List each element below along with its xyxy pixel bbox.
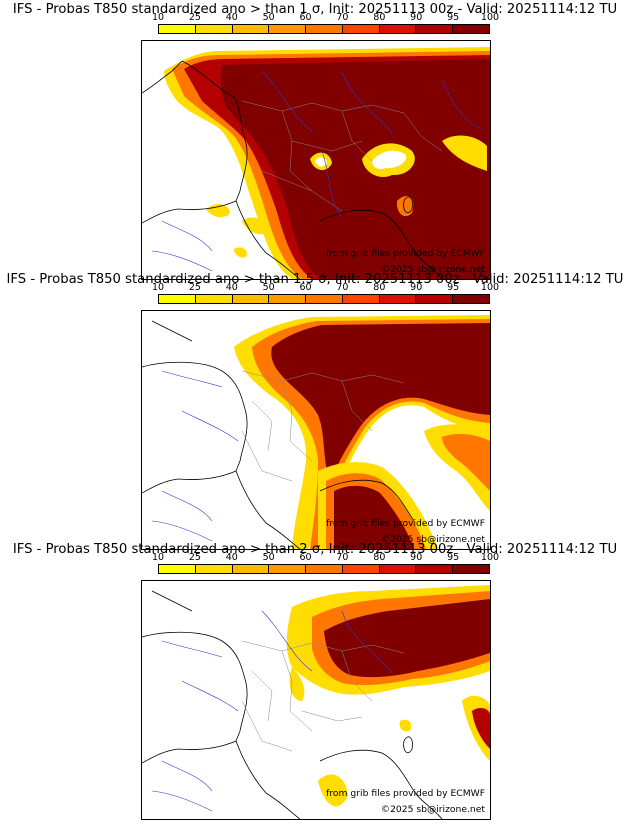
colorbar-tick-label: 100 xyxy=(480,12,500,23)
colorbar xyxy=(158,564,490,574)
colorbar-tick-label: 50 xyxy=(262,282,275,293)
colorbar-segment xyxy=(194,295,232,303)
colorbar-segment xyxy=(268,295,306,303)
credit-grib: from grib files provided by ECMWF xyxy=(326,248,485,259)
colorbar xyxy=(158,24,490,34)
colorbar-segment xyxy=(378,565,416,573)
colorbar-tick-label: 70 xyxy=(336,282,349,293)
colorbar-segment xyxy=(159,25,195,33)
colorbar-tick-label: 10 xyxy=(151,12,165,23)
colorbar-tick-label: 25 xyxy=(188,552,201,563)
colorbar-tick-label: 90 xyxy=(410,552,423,563)
colorbar-tick-label: 80 xyxy=(373,12,386,23)
panel-title: IFS - Probas T850 standardized ano > tha… xyxy=(12,2,618,17)
colorbar-tick-label: 60 xyxy=(299,12,312,23)
probability-map: from grib files provided by ECMWF ©2025 … xyxy=(141,310,491,550)
credit-copyright: ©2025 sb@irizone.net xyxy=(380,804,485,815)
map-svg xyxy=(142,47,490,279)
colorbar-tick-label: 100 xyxy=(480,282,500,293)
colorbar-segment xyxy=(305,565,342,573)
colorbar-tick-label: 80 xyxy=(373,282,386,293)
colorbar-segment xyxy=(231,25,269,33)
colorbar-segment xyxy=(159,295,195,303)
credit-copyright: ©2025 sb@irizone.net xyxy=(380,264,485,275)
colorbar-tick-label: 25 xyxy=(188,282,201,293)
colorbar-tick-label: 40 xyxy=(225,12,238,23)
probability-map: from grib files provided by ECMWF ©2025 … xyxy=(141,580,491,820)
colorbar-tick-label: 10 xyxy=(151,552,165,563)
colorbar-tick-label: 95 xyxy=(447,282,460,293)
panel-title: IFS - Probas T850 standardized ano > tha… xyxy=(12,542,618,557)
colorbar-tick-label: 25 xyxy=(188,12,201,23)
colorbar-tick-label: 50 xyxy=(262,12,275,23)
colorbar-segment xyxy=(415,295,453,303)
colorbar-segment xyxy=(305,25,342,33)
colorbar-ticks: 10 25 40 50 60 70 80 90 95 100 xyxy=(152,12,499,25)
colorbar-segment xyxy=(341,25,379,33)
colorbar-segment xyxy=(305,295,342,303)
colorbar-segment xyxy=(231,565,269,573)
colorbar-segment xyxy=(159,565,195,573)
colorbar-segment xyxy=(452,25,490,33)
colorbar-tick-label: 100 xyxy=(480,552,500,563)
credit-grib: from grib files provided by ECMWF xyxy=(326,788,485,799)
probability-map: from grib files provided by ECMWF ©2025 … xyxy=(141,40,491,280)
colorbar xyxy=(158,294,490,304)
colorbar-ticks: 10 25 40 50 60 70 80 90 95 100 xyxy=(152,282,499,295)
colorbar-segment xyxy=(452,295,490,303)
colorbar-segment xyxy=(415,25,453,33)
colorbar-tick-label: 40 xyxy=(225,282,238,293)
colorbar-tick-label: 70 xyxy=(336,552,349,563)
colorbar-ticks: 10 25 40 50 60 70 80 90 95 100 xyxy=(152,552,499,565)
colorbar-tick-label: 90 xyxy=(410,12,423,23)
colorbar-segment xyxy=(415,565,453,573)
map-svg xyxy=(142,315,490,549)
colorbar-tick-label: 40 xyxy=(225,552,238,563)
credit-copyright: ©2025 sb@irizone.net xyxy=(380,534,485,545)
panel-1: IFS - Probas T850 standardized ano > tha… xyxy=(0,2,630,280)
colorbar-segment xyxy=(268,565,306,573)
colorbar-segment xyxy=(378,25,416,33)
colorbar-tick-label: 10 xyxy=(151,282,165,293)
panel-3: IFS - Probas T850 standardized ano > tha… xyxy=(0,542,630,820)
colorbar-segment xyxy=(231,295,269,303)
colorbar-segment xyxy=(341,565,379,573)
colorbar-tick-label: 95 xyxy=(447,552,460,563)
colorbar-tick-label: 95 xyxy=(447,12,460,23)
colorbar-tick-label: 50 xyxy=(262,552,275,563)
credit-grib: from grib files provided by ECMWF xyxy=(326,518,485,529)
colorbar-tick-label: 60 xyxy=(299,282,312,293)
colorbar-segment xyxy=(378,295,416,303)
colorbar-segment xyxy=(452,565,490,573)
panel-title: IFS - Probas T850 standardized ano > tha… xyxy=(6,272,624,287)
colorbar-tick-label: 60 xyxy=(299,552,312,563)
colorbar-tick-label: 80 xyxy=(373,552,386,563)
colorbar-segment xyxy=(194,25,232,33)
colorbar-tick-label: 90 xyxy=(410,282,423,293)
colorbar-segment xyxy=(341,295,379,303)
map-svg xyxy=(142,585,490,819)
panel-2: IFS - Probas T850 standardized ano > tha… xyxy=(0,272,630,550)
colorbar-tick-label: 70 xyxy=(336,12,349,23)
colorbar-segment xyxy=(194,565,232,573)
colorbar-segment xyxy=(268,25,306,33)
